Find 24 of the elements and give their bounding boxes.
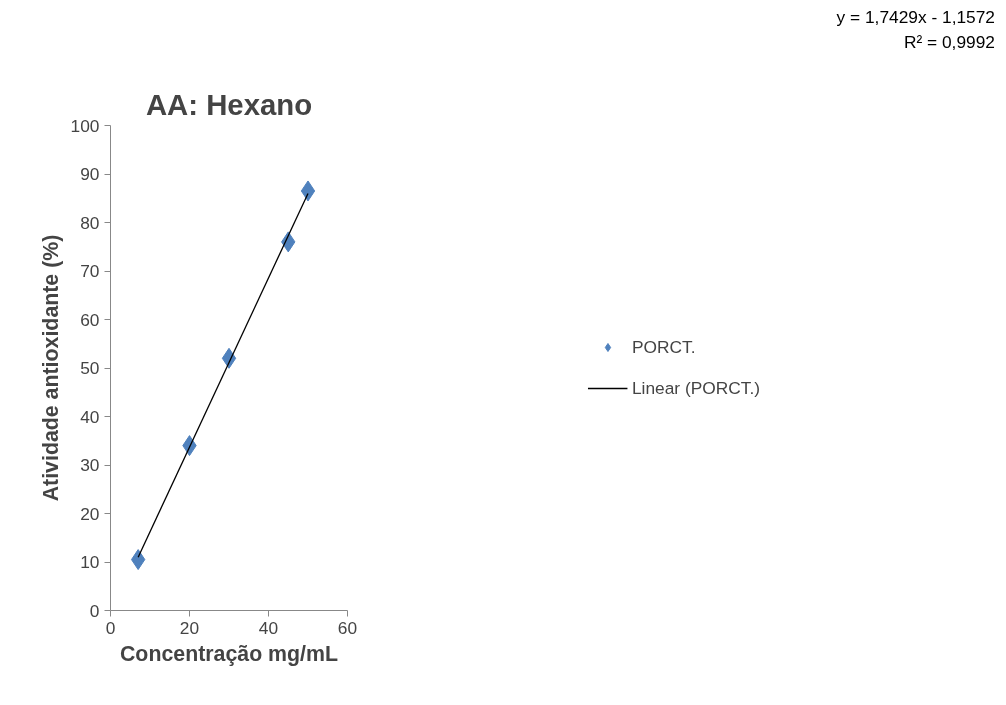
y-tick-label: 10 bbox=[80, 552, 100, 572]
point bbox=[300, 180, 316, 202]
legend-label: PORCT. bbox=[631, 336, 696, 358]
x-tick-label: 20 bbox=[179, 617, 200, 638]
text: y = 1,7429x - 1,1572 bbox=[836, 7, 995, 27]
x-tick-label: 40 bbox=[258, 617, 279, 638]
y-tick-label: 30 bbox=[80, 455, 100, 475]
y-tick-label: 40 bbox=[80, 406, 100, 427]
point bbox=[130, 549, 146, 571]
legend-label: Linear (PORCT.) bbox=[631, 377, 761, 399]
chart-title: AA: Hexano bbox=[145, 87, 313, 121]
y-tick-label: 50 bbox=[80, 358, 100, 378]
y-tick-label: 0 bbox=[89, 600, 100, 621]
y-tick-label: 60 bbox=[80, 309, 100, 330]
x-axis-title: Concentração mg/mL bbox=[119, 641, 339, 666]
y-tick-label: 80 bbox=[80, 212, 100, 233]
x-tick-label: 0 bbox=[105, 617, 116, 638]
y-tick-label: 100 bbox=[70, 115, 100, 136]
y-tick-label: 90 bbox=[80, 164, 100, 184]
x-tick-label: 60 bbox=[337, 617, 358, 638]
y-axis-title: Atividade antioxidante (%) bbox=[38, 234, 63, 502]
y-tick-label: 70 bbox=[80, 261, 100, 281]
y-tick-label: 20 bbox=[80, 503, 100, 524]
text: R² = 0,9992 bbox=[903, 31, 995, 52]
